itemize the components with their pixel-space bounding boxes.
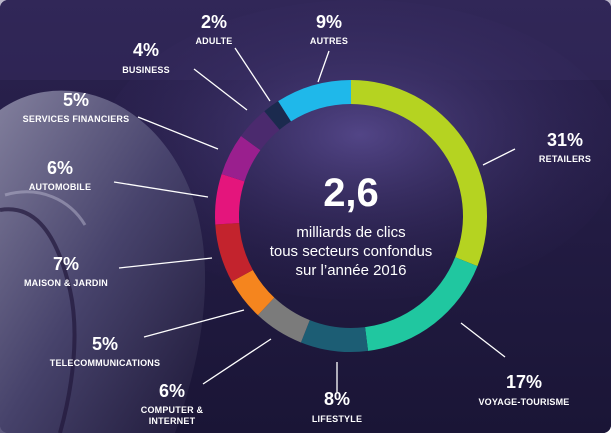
mouse-shape [0, 90, 206, 433]
percent-label-services-financiers: 5% [63, 90, 89, 110]
percent-label-voyage-tourisme: 17% [506, 372, 542, 392]
category-label-computer-internet: INTERNET [149, 416, 196, 426]
category-label-automobile: AUTOMOBILE [29, 182, 91, 192]
center-text: 2,6 milliards de clics tous secteurs con… [270, 171, 433, 279]
leader-line-business [193, 68, 248, 111]
slice-autres [278, 80, 351, 122]
category-label-voyage-tourisme: VOYAGE-TOURISME [478, 397, 569, 407]
percent-label-business: 4% [133, 40, 159, 60]
category-label-telecommunications: TELECOMMUNICATIONS [50, 358, 160, 368]
leader-line-automobile [113, 181, 209, 198]
slice-maison-jardin [215, 223, 253, 282]
category-label-computer-internet: COMPUTER & [141, 405, 204, 415]
leader-line-telecommunications [143, 309, 245, 338]
category-label-lifestyle: LIFESTYLE [312, 414, 362, 424]
leader-line-voyage-tourisme [460, 322, 506, 358]
leader-lines [113, 47, 516, 392]
percent-label-computer-internet: 6% [159, 381, 185, 401]
center-line-3: sur l’année 2016 [296, 262, 407, 279]
category-label-retailers: RETAILERS [539, 154, 591, 164]
percent-label-autres: 9% [316, 12, 342, 32]
slice-computer-internet [257, 297, 310, 343]
category-label-maison-jardin: MAISON & JARDIN [24, 278, 108, 288]
percent-label-maison-jardin: 7% [53, 254, 79, 274]
percent-label-adulte: 2% [201, 12, 227, 32]
center-line-2: tous secteurs confondus [270, 243, 433, 260]
slice-services-financiers [221, 136, 261, 182]
percent-label-retailers: 31% [547, 130, 583, 150]
slice-voyage-tourisme [365, 257, 478, 351]
center-value: 2,6 [323, 171, 379, 215]
center-line-1: milliards de clics [296, 224, 405, 241]
slice-business [240, 111, 280, 151]
slice-labels: 31% RETAILERS 17% VOYAGE-TOURISME 8% LIFESTYL… [23, 12, 591, 426]
leader-line-adulte [234, 47, 271, 102]
slice-automobile [215, 173, 245, 225]
category-label-business: BUSINESS [122, 65, 170, 75]
category-label-adulte: ADULTE [195, 36, 232, 46]
category-label-services-financiers: SERVICES FINANCIERS [23, 114, 130, 124]
slice-telecommunications [231, 269, 275, 316]
category-label-autres: AUTRES [310, 36, 348, 46]
percent-label-automobile: 6% [47, 158, 73, 178]
slice-lifestyle [300, 320, 369, 352]
leader-line-services-financiers [137, 116, 219, 150]
slice-retailers [351, 80, 487, 267]
percent-label-telecommunications: 5% [92, 334, 118, 354]
slice-adulte [264, 101, 291, 130]
leader-line-maison-jardin [118, 257, 213, 269]
leader-line-autres [317, 50, 330, 83]
percent-label-lifestyle: 8% [324, 389, 350, 409]
donut-slices [215, 80, 487, 352]
leader-line-retailers [482, 148, 516, 166]
leader-line-computer-internet [202, 338, 272, 385]
